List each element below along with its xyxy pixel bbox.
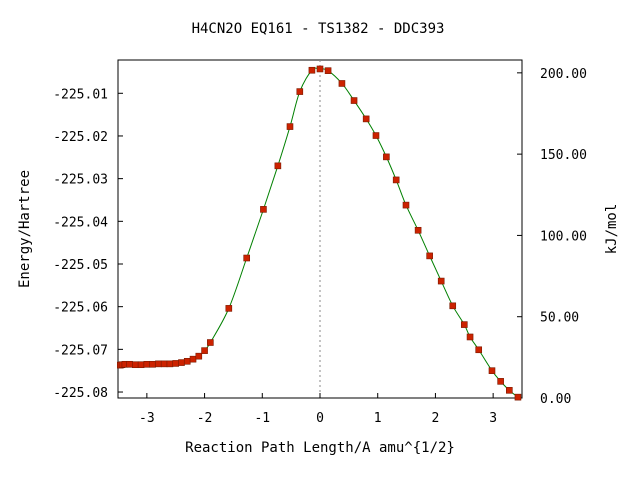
x-axis-label: Reaction Path Length/A amu^{1/2} bbox=[185, 440, 455, 456]
y-tick-label: -225.04 bbox=[53, 215, 108, 230]
y2-tick-label: 150.00 bbox=[540, 148, 587, 163]
y2-tick-label: 50.00 bbox=[540, 311, 579, 326]
data-point bbox=[178, 359, 185, 366]
y2-tick-label: 0.00 bbox=[540, 392, 571, 407]
data-point bbox=[350, 97, 358, 104]
data-point bbox=[137, 361, 145, 369]
data-point bbox=[126, 360, 133, 368]
x-tick-label: 0 bbox=[316, 411, 324, 426]
energy-curve bbox=[120, 67, 519, 398]
x-tick-label: 2 bbox=[432, 411, 440, 426]
data-point bbox=[506, 387, 513, 394]
data-point bbox=[189, 355, 197, 363]
x-tick-label: -3 bbox=[139, 411, 155, 426]
data-point bbox=[149, 360, 156, 368]
x-tick-label: -2 bbox=[197, 411, 213, 426]
data-point bbox=[172, 360, 180, 367]
x-tick-label: 1 bbox=[374, 411, 382, 426]
y-tick-label: -225.06 bbox=[53, 301, 108, 316]
y2-tick-label: 200.00 bbox=[540, 67, 587, 82]
data-point bbox=[372, 132, 380, 139]
data-point bbox=[201, 347, 208, 354]
data-point bbox=[166, 360, 174, 368]
y2-axis-label: kJ/mol bbox=[604, 204, 620, 255]
data-point bbox=[426, 252, 433, 260]
data-point bbox=[260, 206, 267, 213]
data-point bbox=[286, 123, 294, 130]
data-point bbox=[497, 378, 504, 385]
data-point bbox=[296, 88, 304, 95]
data-point bbox=[316, 65, 324, 73]
data-point bbox=[155, 360, 162, 368]
data-point bbox=[338, 80, 346, 87]
data-point bbox=[195, 352, 203, 360]
data-point bbox=[160, 360, 168, 368]
data-point bbox=[274, 162, 282, 170]
data-point bbox=[143, 360, 151, 368]
y-tick-label: -225.05 bbox=[53, 258, 108, 273]
x-tick-label: 3 bbox=[489, 411, 497, 426]
data-point bbox=[488, 367, 496, 374]
data-point bbox=[449, 302, 457, 310]
data-point bbox=[475, 346, 483, 354]
y-tick-label: -225.01 bbox=[53, 87, 108, 102]
y-tick-label: -225.03 bbox=[53, 173, 108, 188]
x-tick-label: -1 bbox=[254, 411, 270, 426]
data-point bbox=[324, 67, 332, 74]
chart-title: H4CN2O EQ161 - TS1382 - DDC393 bbox=[192, 21, 445, 37]
data-point bbox=[207, 339, 214, 346]
data-point bbox=[225, 305, 233, 312]
y-tick-label: -225.08 bbox=[53, 386, 108, 401]
data-point bbox=[402, 201, 410, 209]
data-point bbox=[392, 176, 400, 184]
y2-tick-label: 100.00 bbox=[540, 229, 587, 244]
data-point bbox=[514, 393, 522, 401]
data-point bbox=[308, 66, 316, 74]
data-point bbox=[466, 333, 474, 341]
data-point bbox=[414, 226, 422, 234]
data-point bbox=[183, 357, 191, 365]
y-tick-label: -225.02 bbox=[53, 130, 108, 145]
data-point bbox=[362, 115, 370, 123]
data-point bbox=[460, 321, 468, 328]
data-point bbox=[437, 277, 445, 285]
y-tick-label: -225.07 bbox=[53, 343, 108, 358]
y-axis-label: Energy/Hartree bbox=[17, 170, 33, 288]
data-point bbox=[243, 254, 251, 262]
data-point bbox=[383, 153, 390, 161]
data-point bbox=[132, 361, 139, 369]
